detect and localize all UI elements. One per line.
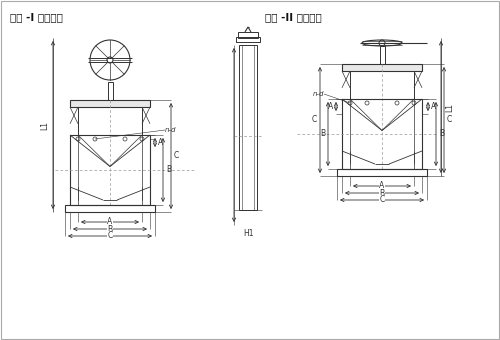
Bar (108, 82, 112, 100)
Text: B: B (166, 166, 171, 174)
Text: B: B (108, 224, 112, 234)
Bar (70, 100, 150, 107)
Text: A: A (328, 102, 333, 111)
Text: A: A (108, 218, 112, 226)
Text: C: C (380, 195, 384, 204)
Bar (380, 46, 384, 64)
Bar (342, 99, 422, 169)
Text: C: C (108, 232, 112, 240)
Text: C: C (447, 116, 452, 124)
Bar (239, 45, 257, 210)
Text: H1: H1 (243, 229, 254, 238)
Bar (78, 107, 142, 135)
Text: A: A (380, 182, 384, 190)
Text: B: B (380, 188, 384, 198)
Text: A: A (158, 138, 163, 147)
Bar (70, 135, 150, 205)
Text: A: A (431, 102, 436, 111)
Bar (238, 32, 258, 38)
Text: n-d: n-d (312, 91, 324, 97)
Text: 单向 -II 外形图：: 单向 -II 外形图： (265, 12, 322, 22)
Bar (236, 37, 260, 42)
Bar (342, 64, 422, 71)
Text: L1: L1 (445, 102, 454, 112)
Bar (350, 71, 414, 99)
Bar (337, 169, 427, 176)
Text: B: B (439, 130, 444, 138)
Text: C: C (312, 116, 317, 124)
Text: L1: L1 (40, 120, 49, 130)
Text: 单向 -I 外形图：: 单向 -I 外形图： (10, 12, 63, 22)
Text: C: C (174, 152, 179, 160)
Text: n-d: n-d (165, 127, 176, 133)
Text: B: B (320, 130, 325, 138)
Bar (65, 205, 155, 212)
